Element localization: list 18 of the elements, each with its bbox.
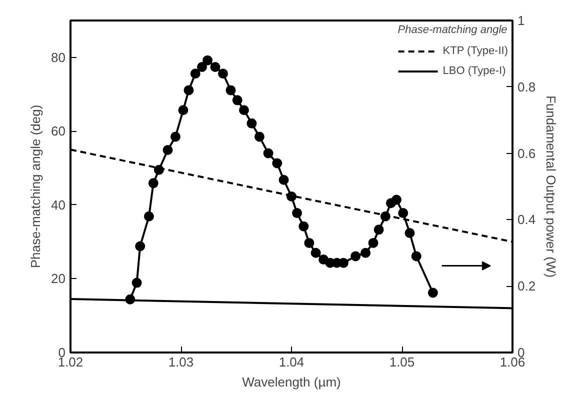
- y2-tick-label: 0.6: [518, 146, 536, 161]
- x-tick-label: 1.05: [389, 354, 415, 370]
- y2-tick-label: 0.2: [518, 278, 536, 294]
- x-tick-label: 1.04: [278, 354, 304, 370]
- legend-title: Phase-matching angle: [398, 24, 508, 36]
- x-tick-label: 1.03: [168, 354, 194, 370]
- y-tick-label: 80: [51, 50, 66, 65]
- legend-label: KTP (Type-II): [442, 45, 508, 57]
- y2-axis-title: Fundamental Output power (W): [544, 95, 559, 278]
- y-axis-title: Phase-matching angle (deg): [28, 104, 44, 268]
- y-tick-label: 20: [51, 271, 66, 286]
- y2-tick-label: 0.8: [518, 79, 536, 94]
- y2-tick-label: 0.4: [518, 212, 536, 228]
- x-axis-title: Wavelength (µm): [242, 374, 341, 390]
- y2-tick-label: 1: [518, 13, 525, 28]
- legend-label: LBO (Type-I): [442, 65, 506, 77]
- y-tick-label: 60: [51, 124, 66, 139]
- y-tick-label: 40: [51, 197, 66, 212]
